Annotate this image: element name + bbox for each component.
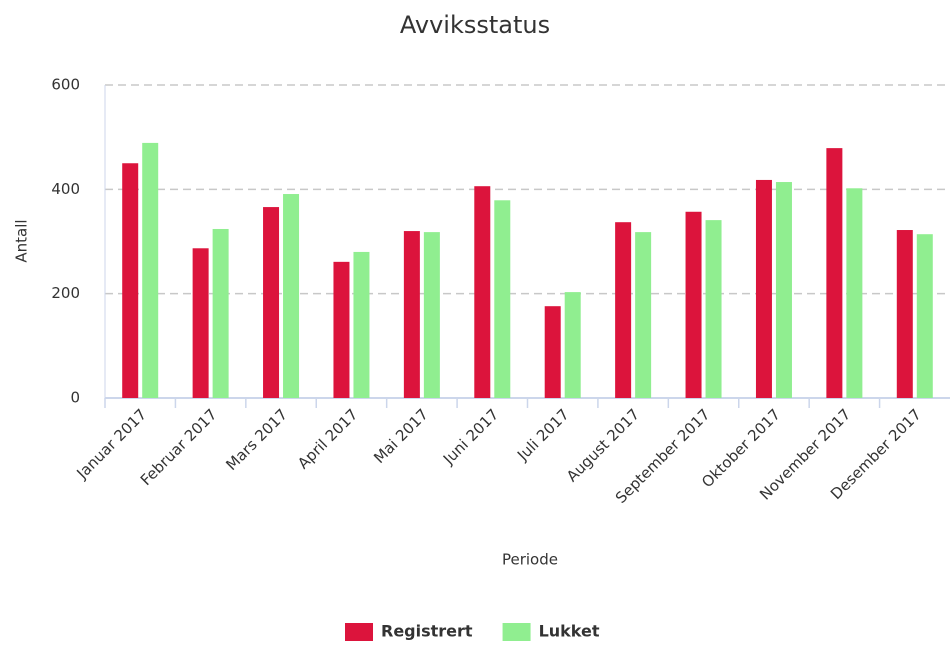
- bar: [544, 306, 561, 398]
- bar: [494, 200, 511, 398]
- bar: [635, 232, 652, 398]
- bar: [685, 211, 702, 398]
- y-axis-title: Antall: [13, 219, 31, 262]
- bar: [474, 186, 491, 398]
- bar: [775, 182, 792, 398]
- y-tick-label: 600: [51, 76, 80, 94]
- bar: [755, 179, 772, 398]
- x-axis-title: Periode: [502, 551, 558, 569]
- legend-label: Lukket: [539, 622, 600, 641]
- legend-swatch: [345, 623, 373, 641]
- x-tick-label: Juli 2017: [513, 405, 573, 465]
- y-tick-label: 200: [51, 284, 80, 302]
- x-tick-label: Juni 2017: [439, 405, 502, 468]
- bar: [846, 188, 863, 398]
- bar: [122, 163, 139, 398]
- y-tick-label: 400: [51, 180, 80, 198]
- bar: [916, 234, 933, 398]
- x-tick-label: Januar 2017: [72, 405, 150, 483]
- bar: [192, 248, 209, 398]
- bar: [283, 194, 300, 398]
- bar: [896, 230, 913, 398]
- bar: [353, 251, 370, 398]
- legend-label: Registrert: [381, 622, 473, 641]
- x-tick-label: April 2017: [294, 405, 361, 472]
- x-tick-label: August 2017: [563, 405, 643, 485]
- legend-swatch: [502, 623, 531, 641]
- bar: [142, 142, 159, 398]
- x-tick-label: Mars 2017: [222, 405, 291, 474]
- bar: [826, 148, 843, 398]
- y-tick-label: 0: [70, 389, 80, 407]
- bar: [423, 232, 440, 398]
- chart-title: Avviksstatus: [400, 11, 550, 39]
- bar: [705, 220, 722, 398]
- bar: [564, 292, 581, 398]
- bar: [333, 261, 350, 398]
- bar: [263, 207, 280, 398]
- bar: [615, 222, 632, 398]
- bar: [212, 228, 229, 398]
- x-tick-label: Mai 2017: [370, 405, 432, 467]
- bar: [403, 231, 420, 398]
